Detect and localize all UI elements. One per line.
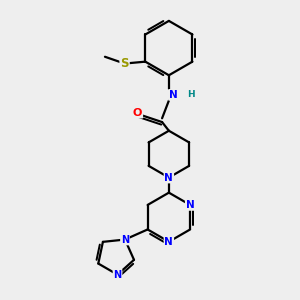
Text: N: N (169, 90, 178, 100)
Text: N: N (186, 200, 194, 210)
Text: H: H (187, 90, 195, 99)
Text: O: O (133, 108, 142, 118)
Text: N: N (164, 237, 173, 247)
Text: N: N (113, 270, 122, 280)
Text: N: N (164, 172, 173, 183)
Text: N: N (121, 235, 129, 244)
Text: S: S (120, 57, 129, 70)
